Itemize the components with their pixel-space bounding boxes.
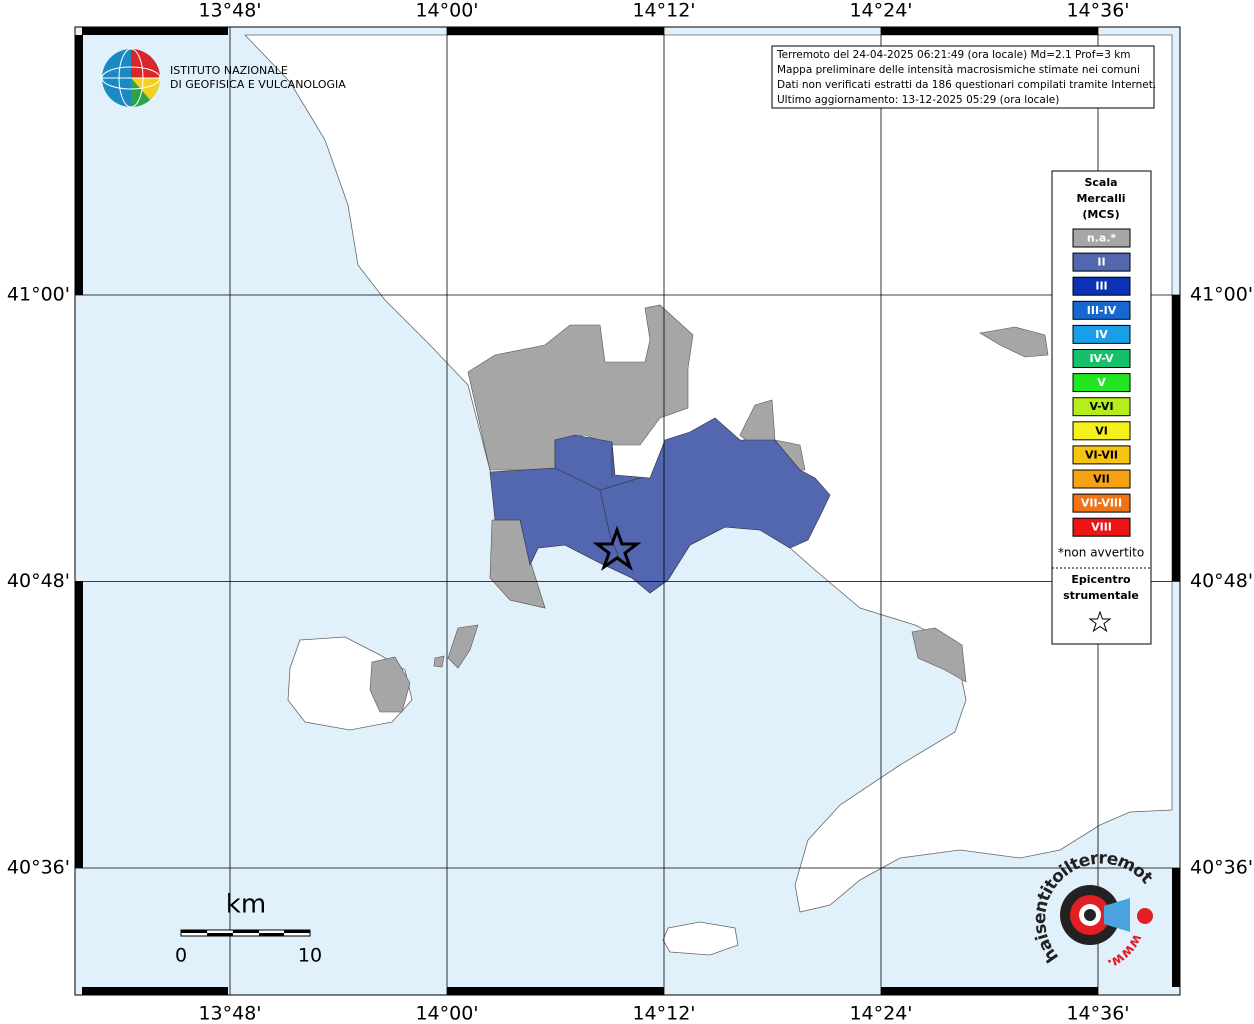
- info-line: Terremoto del 24-04-2025 06:21:49 (ora l…: [776, 49, 1131, 61]
- frame-bar: [1172, 868, 1180, 987]
- lon-label: 14°12': [632, 1003, 695, 1024]
- legend-swatch: [1072, 421, 1131, 441]
- watermark-speaker: [1104, 898, 1130, 932]
- logo-text: ISTITUTO NAZIONALE: [170, 64, 288, 77]
- logo-lines: [101, 48, 161, 108]
- logo-segment: [131, 78, 161, 100]
- graticule: [75, 27, 1180, 995]
- legend-label: VII: [1093, 473, 1110, 486]
- legend-label: VI-VII: [1085, 448, 1118, 461]
- frame-bar: [881, 27, 1098, 35]
- legend-note: *non avvertito: [1058, 546, 1144, 560]
- legend-label: V-VI: [1089, 400, 1113, 413]
- lat-label: 41°00': [1190, 284, 1253, 306]
- lon-label: 13°48': [198, 1003, 261, 1024]
- legend-title: Scala: [1084, 176, 1117, 189]
- lon-label: 13°48': [198, 0, 261, 22]
- frame-bar: [447, 27, 664, 35]
- frame-bar: [82, 987, 228, 995]
- legend-label: VI: [1095, 424, 1108, 437]
- legend-label: IV: [1095, 328, 1108, 341]
- commune-gray: [369, 656, 411, 713]
- scale-segment: [259, 933, 284, 936]
- scale-segment: [207, 933, 233, 936]
- commune-border: [554, 442, 641, 561]
- lon-label: 14°00': [415, 0, 478, 22]
- legend-star: [1088, 610, 1112, 633]
- legend-swatch: [1072, 445, 1131, 465]
- lon-label: 14°24': [849, 0, 912, 22]
- lat-label: 40°48': [7, 570, 70, 592]
- scale-segment: [181, 930, 207, 933]
- legend-swatch: [1072, 469, 1131, 489]
- legend-label: II: [1097, 256, 1105, 269]
- lat-label: 40°36': [1190, 857, 1253, 879]
- legend-title: Mercalli: [1076, 192, 1125, 205]
- frame-bar: [75, 35, 83, 295]
- epicentre-star: [592, 525, 642, 571]
- legend-swatch: [1072, 324, 1131, 344]
- lon-label: 14°36': [1066, 1003, 1129, 1024]
- info-line: Mappa preliminare delle intensità macros…: [777, 64, 1140, 76]
- frame-bar: [881, 987, 1098, 995]
- legend-label: n.a.*: [1087, 232, 1117, 245]
- legend-label: VII-VIII: [1081, 497, 1122, 510]
- lon-label: 14°24': [849, 1003, 912, 1024]
- info-line: Ultimo aggiornamento: 13-12-2025 05:29 (…: [777, 94, 1059, 106]
- frame-bar: [1172, 295, 1180, 581]
- legend-label: VIII: [1091, 521, 1112, 534]
- legend-epicentre: Epicentro: [1071, 573, 1131, 586]
- legend-swatch: [1072, 373, 1131, 393]
- info-line: Dati non verificati estratti da 186 ques…: [777, 79, 1156, 91]
- commune-gray: [911, 627, 967, 683]
- legend-swatch: [1072, 349, 1131, 368]
- legend-label: III: [1095, 280, 1107, 293]
- frame-bar: [447, 987, 664, 995]
- lat-label: 41°00': [7, 284, 70, 306]
- scale-segment: [284, 930, 310, 933]
- logo-segment: [131, 78, 150, 108]
- scale-bar: km 0 10: [175, 890, 322, 967]
- watermark-ring: [1084, 909, 1096, 921]
- legend-epicentre: strumentale: [1063, 589, 1139, 602]
- frame-bar: [75, 581, 83, 868]
- lon-label: 14°00': [415, 1003, 478, 1024]
- scale-segment: [233, 930, 259, 933]
- legend-swatch: [1072, 228, 1131, 248]
- watermark-dot: [1137, 908, 1153, 924]
- legend-swatch: [1072, 397, 1131, 417]
- legend-swatch: [1072, 493, 1131, 513]
- commune-intensity-ii: [489, 417, 831, 594]
- legend-label: V: [1097, 376, 1106, 389]
- legend-label: III-IV: [1087, 304, 1117, 317]
- legend-swatch: [1072, 300, 1131, 320]
- logo-text: DI GEOFISICA E VULCANOLOGIA: [170, 78, 346, 91]
- legend-swatch: [1072, 252, 1131, 272]
- scale-unit: km: [226, 890, 266, 920]
- frame-bar: [82, 27, 228, 35]
- legend-swatch: [1072, 517, 1131, 537]
- commune-gray: [433, 624, 479, 669]
- tick-labels: 13°48' 13°48' 14°00' 14°00' 14°12' 14°12' 14°2…: [7, 0, 1253, 1024]
- lon-label: 14°36': [1066, 0, 1129, 22]
- scale-tick: 0: [175, 945, 187, 967]
- lat-label: 40°36': [7, 857, 70, 879]
- info-box: [771, 45, 1155, 109]
- legend-title: (MCS): [1082, 208, 1119, 221]
- lon-label: 14°12': [632, 0, 695, 22]
- lat-label: 40°48': [1190, 570, 1253, 592]
- legend-label: IV-V: [1089, 352, 1114, 365]
- legend: Scala Mercalli (MCS) *non avvertito Epic…: [1051, 170, 1152, 645]
- legend-swatch: [1072, 276, 1131, 296]
- commune-gray: [979, 326, 1049, 358]
- scale-tick: 10: [298, 945, 322, 967]
- frame-bars: [75, 27, 1180, 995]
- ingv-logo: ISTITUTO NAZIONALE DI GEOFISICA E VULCAN…: [101, 48, 346, 108]
